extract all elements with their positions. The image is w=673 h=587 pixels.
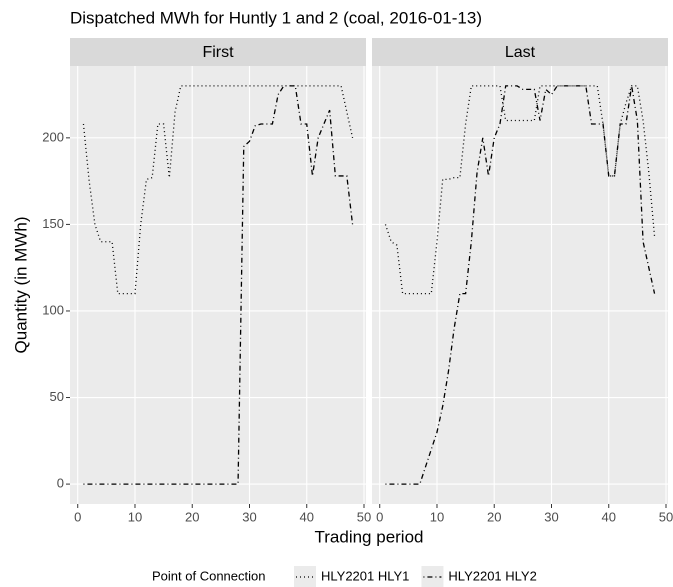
series-line <box>385 85 656 485</box>
chart-title: Dispatched MWh for Huntly 1 and 2 (coal,… <box>70 8 482 27</box>
y-tick-label: 150 <box>42 216 64 231</box>
x-tick-label: 30 <box>544 509 558 524</box>
y-axis-label: Quantity (in MWh) <box>11 217 30 354</box>
x-tick-label: 20 <box>487 509 501 524</box>
x-tick-label: 50 <box>357 509 371 524</box>
x-tick-label: 50 <box>659 509 673 524</box>
y-tick-label: 200 <box>42 129 64 144</box>
x-tick-label: 20 <box>185 509 199 524</box>
y-tick-label: 100 <box>42 302 64 317</box>
series-line <box>82 85 354 295</box>
x-axis-label: Trading period <box>315 527 424 546</box>
x-tick-label: 10 <box>430 509 444 524</box>
strip <box>70 38 366 66</box>
x-tick-label: 40 <box>602 509 616 524</box>
strip <box>372 38 668 66</box>
x-tick-label: 0 <box>74 509 81 524</box>
y-tick-label: 0 <box>57 476 64 491</box>
x-tick-label: 30 <box>242 509 256 524</box>
legend-label: HLY2201 HLY2 <box>448 568 536 583</box>
x-tick-label: 0 <box>376 509 383 524</box>
x-tick-label: 10 <box>128 509 142 524</box>
x-tick-label: 40 <box>300 509 314 524</box>
strip-label: Last <box>505 44 536 61</box>
series-line <box>83 85 354 485</box>
strip-label: First <box>202 44 234 61</box>
panel-background <box>70 66 366 504</box>
y-tick-label: 50 <box>50 389 64 404</box>
legend-title: Point of Connection <box>152 568 265 583</box>
legend-label: HLY2201 HLY1 <box>321 568 409 583</box>
panel-background <box>372 66 668 504</box>
